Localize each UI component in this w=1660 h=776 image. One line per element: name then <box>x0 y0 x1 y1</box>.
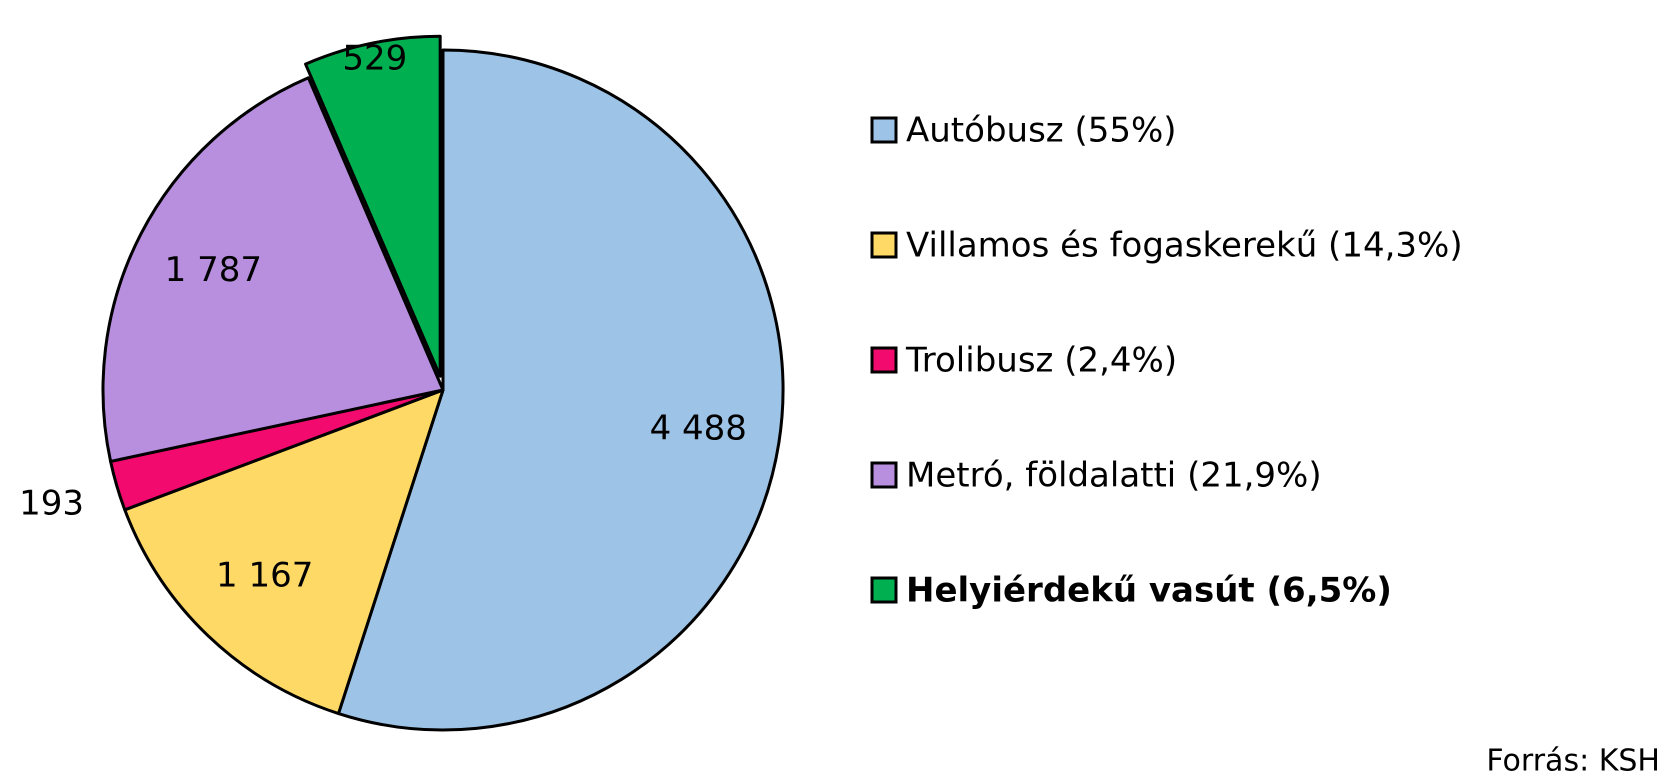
legend-swatch <box>870 576 898 604</box>
legend-label: Trolibusz (2,4%) <box>905 341 1177 381</box>
legend-swatch <box>870 461 898 489</box>
pie-slice <box>101 76 445 463</box>
source-note: Forrás: KSH <box>1486 744 1660 776</box>
data-label: 4 488 <box>650 409 747 449</box>
data-label: 1 167 <box>216 556 313 596</box>
legend-label: Autóbusz (55%) <box>906 111 1177 151</box>
legend-swatch <box>870 231 898 259</box>
data-label: 1 787 <box>165 250 262 290</box>
legend-swatch <box>870 116 898 144</box>
legend-label: Villamos és fogaskerekű (14,3%) <box>906 226 1463 266</box>
legend-label: Helyiérdekű vasút (6,5%) <box>906 571 1392 611</box>
legend-label: Metró, földalatti (21,9%) <box>906 456 1322 496</box>
data-label: 193 <box>19 484 84 524</box>
pie-slice <box>123 388 445 716</box>
pie-slice <box>336 48 785 732</box>
data-label: 529 <box>342 38 407 78</box>
pie-slice <box>304 34 442 378</box>
legend-swatch <box>870 346 898 374</box>
